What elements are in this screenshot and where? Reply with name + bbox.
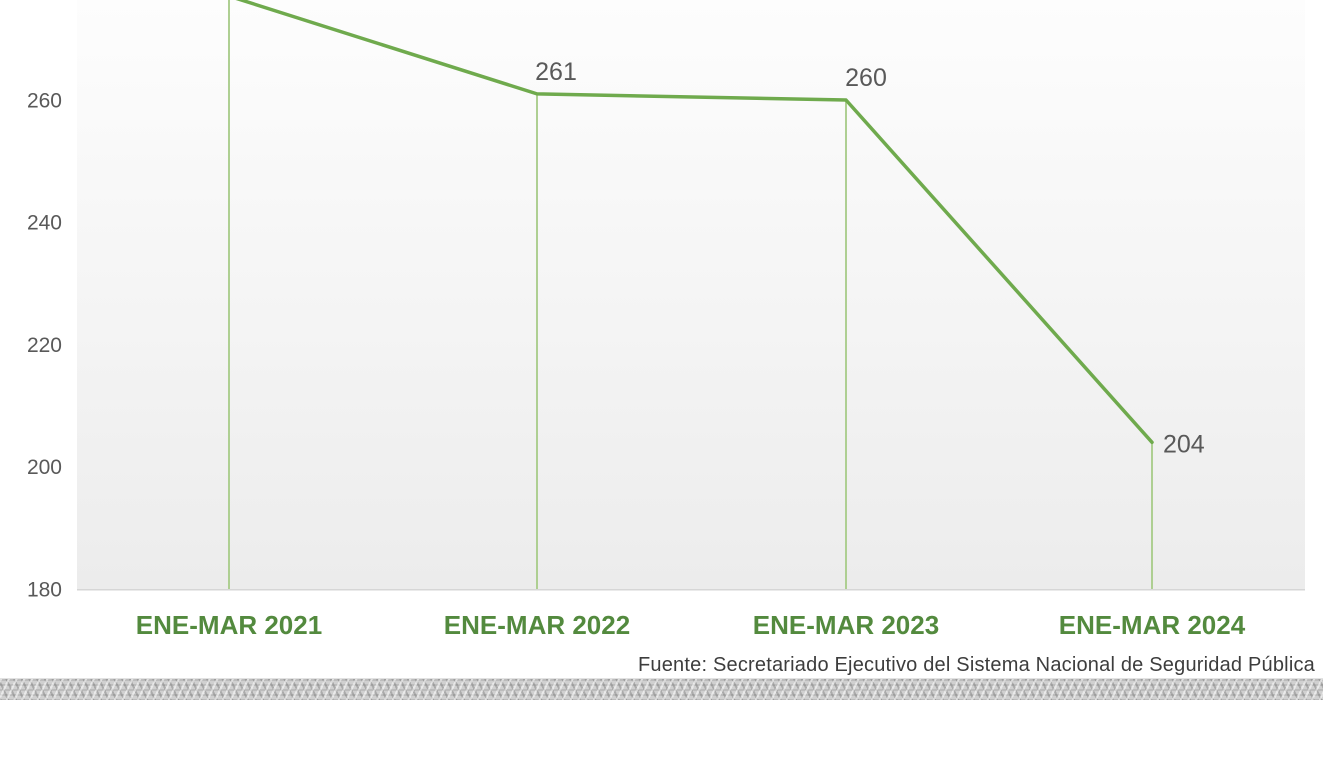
data-point-label: 261 xyxy=(535,58,577,86)
plot-area xyxy=(77,0,1305,589)
x-axis-category-label: ENE-MAR 2023 xyxy=(753,610,939,640)
y-axis-tick-label: 260 xyxy=(27,89,62,112)
decorative-pattern-band xyxy=(0,678,1323,702)
line-chart: 260 240 220 200 180 261 260 204 ENE-MAR 2021 ENE-… xyxy=(27,0,1305,640)
source-attribution: Fuente: Secretariado Ejecutivo del Siste… xyxy=(637,654,1315,676)
y-axis-tick-label: 240 xyxy=(27,212,62,235)
y-axis-tick-label: 200 xyxy=(27,456,62,479)
x-axis-category-label: ENE-MAR 2021 xyxy=(136,610,322,640)
x-axis-category-label: ENE-MAR 2024 xyxy=(1059,610,1246,640)
data-point-label: 260 xyxy=(845,64,887,92)
footer-logos-row: ESTADOS UNIDOS MEXICANOS PODER EJECUTIVO… xyxy=(0,700,1323,768)
y-axis-tick-label: 180 xyxy=(27,578,62,601)
y-axis-tick-label: 220 xyxy=(27,334,62,357)
data-line xyxy=(235,0,1154,445)
data-point-label: 204 xyxy=(1163,430,1205,458)
x-axis-category-label: ENE-MAR 2022 xyxy=(444,610,630,640)
